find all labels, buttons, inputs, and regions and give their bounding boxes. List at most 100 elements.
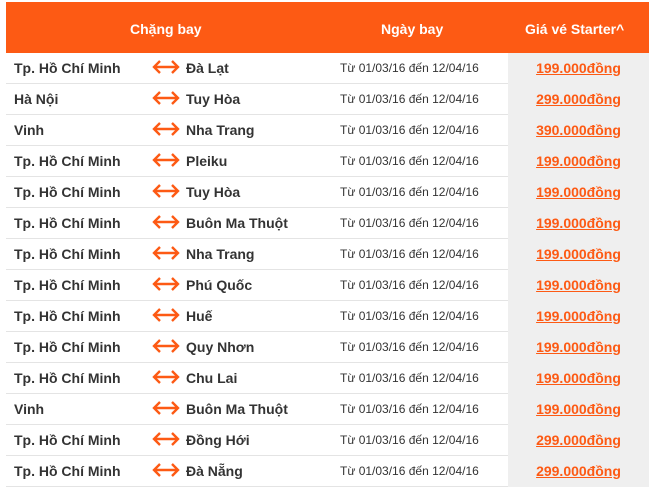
price-link[interactable]: 199.000đồng [536, 370, 621, 386]
travel-dates: Từ 01/03/16 đến 12/04/16 [340, 464, 479, 478]
travel-dates: Từ 01/03/16 đến 12/04/16 [340, 309, 479, 323]
price-link[interactable]: 299.000đồng [536, 463, 621, 479]
price-link[interactable]: 199.000đồng [536, 215, 621, 231]
travel-dates: Từ 01/03/16 đến 12/04/16 [340, 92, 479, 106]
price-cell: 199.000đồng [508, 146, 649, 177]
table-header: Chặng bay Ngày bay Giá vé Starter^ [6, 2, 649, 53]
table-row: Tp. Hồ Chí Minh Huế Từ 01/03/16 đến 12/0… [6, 301, 649, 332]
table-row: Tp. Hồ Chí Minh Nha Trang Từ 01/03/16 đế… [6, 239, 649, 270]
travel-dates: Từ 01/03/16 đến 12/04/16 [340, 247, 479, 261]
travel-dates: Từ 01/03/16 đến 12/04/16 [340, 371, 479, 385]
destination: Buôn Ma Thuột [186, 401, 288, 417]
price-link[interactable]: 199.000đồng [536, 401, 621, 417]
origin: Vinh [14, 401, 45, 417]
destination: Tuy Hòa [186, 91, 241, 107]
destination: Buôn Ma Thuột [186, 215, 288, 231]
table-row: Hà Nội Tuy Hòa Từ 01/03/16 đến 12/04/16 … [6, 84, 649, 115]
table-row: Tp. Hồ Chí Minh Đà Lạt Từ 01/03/16 đến 1… [6, 53, 649, 84]
header-price: Giá vé Starter^ [525, 21, 625, 37]
origin: Tp. Hồ Chí Minh [14, 60, 121, 76]
travel-dates: Từ 01/03/16 đến 12/04/16 [340, 61, 479, 75]
destination: Quy Nhơn [186, 339, 255, 355]
round-trip-arrow-icon [152, 57, 180, 80]
origin: Tp. Hồ Chí Minh [14, 308, 121, 324]
round-trip-arrow-icon [152, 88, 180, 111]
origin: Tp. Hồ Chí Minh [14, 215, 121, 231]
travel-dates: Từ 01/03/16 đến 12/04/16 [340, 216, 479, 230]
table-row: Tp. Hồ Chí Minh Quy Nhơn Từ 01/03/16 đến… [6, 332, 649, 363]
price-cell: 199.000đồng [508, 270, 649, 301]
travel-dates: Từ 01/03/16 đến 12/04/16 [340, 123, 479, 137]
origin: Hà Nội [14, 91, 59, 107]
price-link[interactable]: 199.000đồng [536, 308, 621, 324]
origin: Tp. Hồ Chí Minh [14, 153, 121, 169]
table-row: Vinh Nha Trang Từ 01/03/16 đến 12/04/16 … [6, 115, 649, 146]
price-cell: 199.000đồng [508, 208, 649, 239]
origin: Tp. Hồ Chí Minh [14, 246, 121, 262]
origin: Tp. Hồ Chí Minh [14, 277, 121, 293]
destination: Nha Trang [186, 246, 255, 262]
table-row: Tp. Hồ Chí Minh Phú Quốc Từ 01/03/16 đến… [6, 270, 649, 301]
round-trip-arrow-icon [152, 212, 180, 235]
origin: Tp. Hồ Chí Minh [14, 432, 121, 448]
price-link[interactable]: 299.000đồng [536, 432, 621, 448]
price-cell: 299.000đồng [508, 456, 649, 487]
travel-dates: Từ 01/03/16 đến 12/04/16 [340, 402, 479, 416]
header-date: Ngày bay [381, 21, 444, 37]
round-trip-arrow-icon [152, 398, 180, 421]
round-trip-arrow-icon [152, 336, 180, 359]
destination: Huế [186, 308, 213, 324]
price-link[interactable]: 199.000đồng [536, 246, 621, 262]
table-row: Vinh Buôn Ma Thuột Từ 01/03/16 đến 12/04… [6, 394, 649, 425]
destination: Đà Lạt [186, 60, 229, 76]
round-trip-arrow-icon [152, 119, 180, 142]
price-link[interactable]: 199.000đồng [536, 184, 621, 200]
price-cell: 299.000đồng [508, 84, 649, 115]
destination: Tuy Hòa [186, 184, 241, 200]
price-link[interactable]: 390.000đồng [536, 122, 621, 138]
price-link[interactable]: 199.000đồng [536, 153, 621, 169]
price-cell: 199.000đồng [508, 177, 649, 208]
price-cell: 199.000đồng [508, 239, 649, 270]
round-trip-arrow-icon [152, 429, 180, 452]
round-trip-arrow-icon [152, 305, 180, 328]
travel-dates: Từ 01/03/16 đến 12/04/16 [340, 433, 479, 447]
price-cell: 199.000đồng [508, 53, 649, 84]
price-link[interactable]: 199.000đồng [536, 339, 621, 355]
header-route: Chặng bay [130, 21, 202, 37]
origin: Tp. Hồ Chí Minh [14, 339, 121, 355]
table-row: Tp. Hồ Chí Minh Chu Lai Từ 01/03/16 đến … [6, 363, 649, 394]
round-trip-arrow-icon [152, 150, 180, 173]
destination: Pleiku [186, 153, 228, 169]
price-link[interactable]: 299.000đồng [536, 91, 621, 107]
round-trip-arrow-icon [152, 460, 180, 483]
price-cell: 199.000đồng [508, 332, 649, 363]
destination: Đồng Hới [186, 432, 250, 448]
destination: Phú Quốc [186, 277, 253, 293]
origin: Vinh [14, 122, 45, 138]
price-cell: 199.000đồng [508, 394, 649, 425]
fare-table: Chặng bay Ngày bay Giá vé Starter^ Tp. H… [6, 2, 649, 487]
destination: Chu Lai [186, 370, 238, 386]
travel-dates: Từ 01/03/16 đến 12/04/16 [340, 278, 479, 292]
price-link[interactable]: 199.000đồng [536, 277, 621, 293]
table-row: Tp. Hồ Chí Minh Buôn Ma Thuột Từ 01/03/1… [6, 208, 649, 239]
table-row: Tp. Hồ Chí Minh Pleiku Từ 01/03/16 đến 1… [6, 146, 649, 177]
travel-dates: Từ 01/03/16 đến 12/04/16 [340, 154, 479, 168]
round-trip-arrow-icon [152, 367, 180, 390]
origin: Tp. Hồ Chí Minh [14, 463, 121, 479]
round-trip-arrow-icon [152, 181, 180, 204]
price-cell: 199.000đồng [508, 301, 649, 332]
round-trip-arrow-icon [152, 274, 180, 297]
table-row: Tp. Hồ Chí Minh Đà Nẵng Từ 01/03/16 đến … [6, 456, 649, 487]
origin: Tp. Hồ Chí Minh [14, 370, 121, 386]
price-link[interactable]: 199.000đồng [536, 60, 621, 76]
table-row: Tp. Hồ Chí Minh Tuy Hòa Từ 01/03/16 đến … [6, 177, 649, 208]
destination: Nha Trang [186, 122, 255, 138]
origin: Tp. Hồ Chí Minh [14, 184, 121, 200]
travel-dates: Từ 01/03/16 đến 12/04/16 [340, 185, 479, 199]
price-cell: 390.000đồng [508, 115, 649, 146]
price-cell: 199.000đồng [508, 363, 649, 394]
travel-dates: Từ 01/03/16 đến 12/04/16 [340, 340, 479, 354]
round-trip-arrow-icon [152, 243, 180, 266]
